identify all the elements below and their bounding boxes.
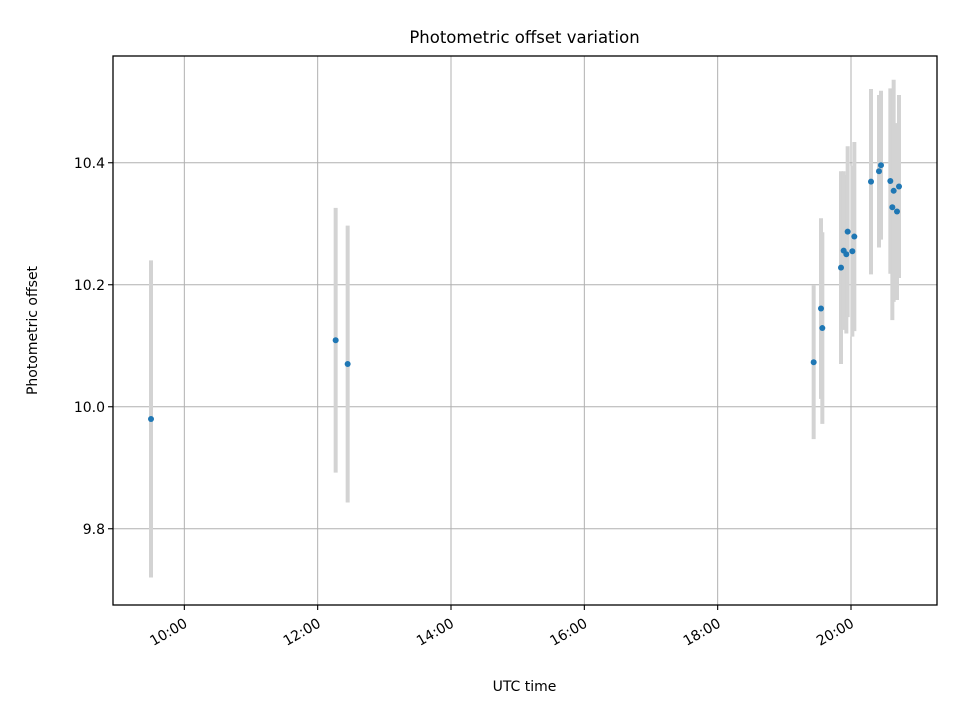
data-point [810,359,817,366]
y-axis-label: Photometric offset [25,265,41,395]
data-point [838,264,844,271]
data-point [818,305,824,312]
data-point [819,325,826,332]
data-points [148,162,902,422]
data-point [851,233,858,240]
data-point [868,178,874,185]
plot-frame [112,55,938,606]
y-tick-label: 10.4 [74,156,105,172]
data-point [889,204,896,211]
data-point [894,208,900,215]
data-point [843,251,850,258]
data-point [890,187,897,194]
y-axis: 9.8 10.0 10.2 10.4 [74,156,113,538]
chart-title: Photometric offset variation [409,28,639,47]
data-point [148,415,154,422]
y-tick-label: 10.2 [74,278,105,294]
data-point [876,168,882,175]
data-point [887,178,894,185]
data-point [332,337,339,344]
y-tick-label: 9.8 [83,522,105,538]
x-axis-label: UTC time [493,679,557,695]
data-point [844,228,851,235]
data-point [878,162,884,169]
data-point [896,183,902,190]
data-point [344,361,351,368]
data-point [849,248,856,255]
y-tick-label: 10.0 [74,400,105,416]
